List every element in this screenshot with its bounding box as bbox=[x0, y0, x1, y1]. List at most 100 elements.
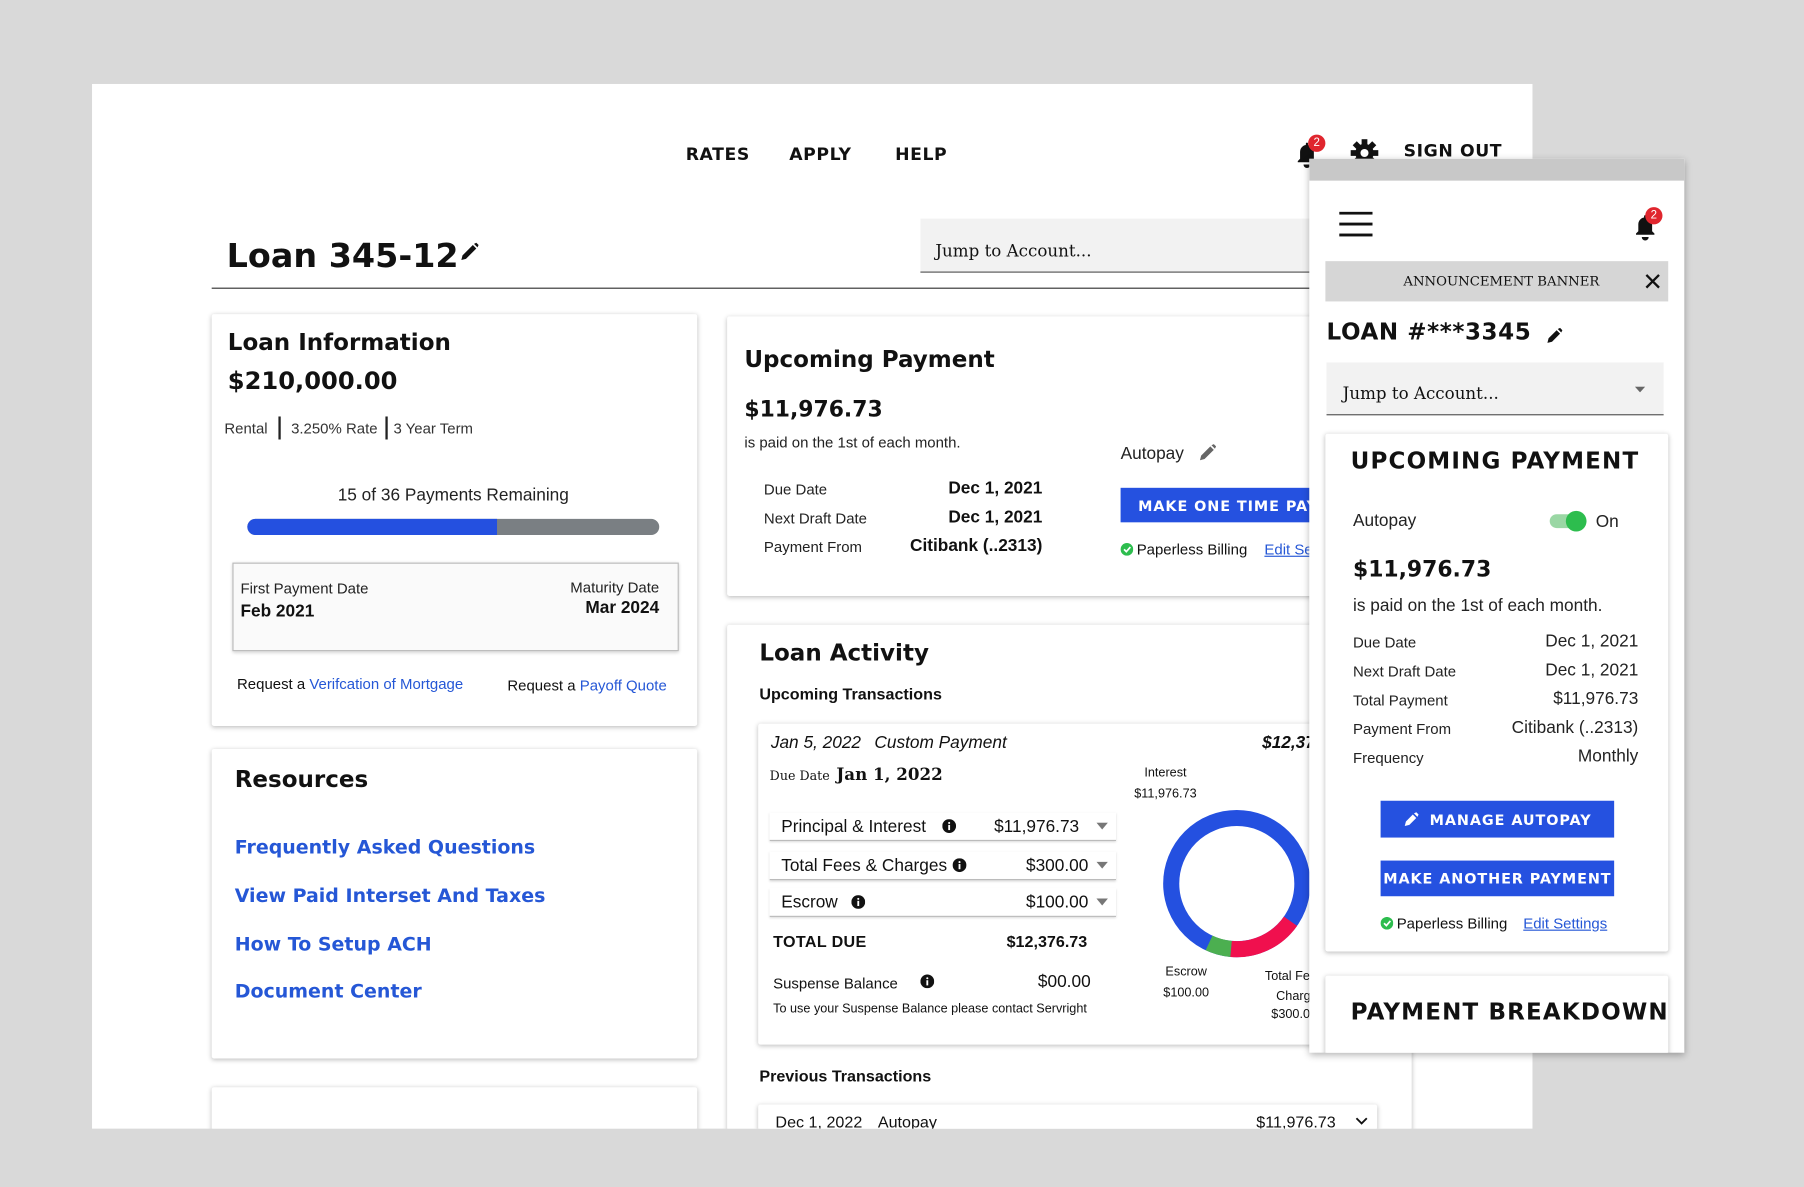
menu-icon[interactable] bbox=[1339, 211, 1373, 237]
upcoming-payment-amount: $11,976.73 bbox=[744, 396, 883, 423]
circle bbox=[857, 897, 860, 900]
circle bbox=[1120, 543, 1134, 556]
check-icon bbox=[1380, 916, 1394, 930]
circle bbox=[948, 821, 951, 824]
upcoming-payment-paperless: Paperless Billing bbox=[1136, 540, 1248, 558]
mobile-another-button[interactable]: MAKE ANOTHER PAYMENT bbox=[1380, 860, 1615, 897]
transaction-due: Jan 1, 2022 bbox=[836, 765, 943, 785]
path bbox=[1547, 327, 1563, 343]
rect bbox=[926, 980, 929, 986]
loan-activity-upcoming-label: Upcoming Transactions bbox=[759, 684, 942, 703]
upcoming-payment-note: is paid on the 1st of each month. bbox=[744, 433, 961, 451]
loan-information-payments-remaining: 15 of 36 Payments Remaining bbox=[337, 485, 569, 506]
path bbox=[1645, 274, 1660, 289]
lines-value: $300.00 bbox=[1025, 855, 1089, 876]
loan-activity-previous-label: Previous Transactions bbox=[759, 1066, 932, 1085]
loan-header-title: Loan 345-12 bbox=[226, 235, 459, 275]
mobile-note: is paid on the 1st of each month. bbox=[1352, 595, 1603, 616]
mobile-content: 2 ANNOUNCEMENT BANNER LOAN #***3345 Jump… bbox=[1309, 158, 1685, 1053]
icon bbox=[1634, 386, 1646, 393]
lines-value: $11,976.73 bbox=[994, 816, 1080, 837]
transaction-date: Jan 5, 2022 bbox=[770, 732, 862, 753]
rows-label: Total Payment bbox=[1352, 691, 1448, 709]
card bbox=[211, 748, 698, 1059]
rows-value: Dec 1, 2021 bbox=[1545, 631, 1639, 652]
settings-icon[interactable] bbox=[1350, 138, 1380, 168]
transaction-total-label: TOTAL DUE bbox=[773, 931, 867, 951]
close-icon[interactable] bbox=[1645, 274, 1660, 289]
card bbox=[211, 1087, 698, 1129]
rows-label: Next Draft Date bbox=[1352, 662, 1457, 680]
rect bbox=[958, 864, 961, 870]
circle bbox=[1380, 916, 1394, 930]
rows-label: Payment From bbox=[763, 538, 863, 556]
card bbox=[1325, 975, 1669, 1053]
mobile-edit[interactable]: Edit Settings bbox=[1523, 914, 1608, 932]
rect bbox=[857, 900, 860, 907]
resources-links[interactable]: Document Center bbox=[234, 980, 422, 1003]
div bbox=[1309, 158, 1685, 181]
upcoming-payment-title: Upcoming Payment bbox=[744, 345, 995, 373]
div bbox=[1565, 510, 1587, 532]
mobile-jump-placeholder: Jump to Account... bbox=[1342, 385, 1499, 404]
rect bbox=[1339, 233, 1373, 237]
mobile-paperless: Paperless Billing bbox=[1396, 914, 1508, 932]
div: Request a Verifcation of Mortgage bbox=[237, 675, 463, 692]
check-icon bbox=[1120, 543, 1134, 556]
rows-value: Dec 1, 2021 bbox=[948, 478, 1043, 499]
circle bbox=[926, 977, 929, 980]
loan-information-first-payment: Feb 2021 bbox=[240, 601, 315, 622]
transaction-due-label: Due Date bbox=[769, 768, 830, 784]
path bbox=[1383, 920, 1392, 927]
path bbox=[1096, 822, 1108, 830]
use bbox=[1371, 150, 1379, 156]
nav-link[interactable]: RATES bbox=[685, 143, 750, 165]
edit-icon[interactable] bbox=[1199, 443, 1217, 461]
nav-link[interactable]: HELP bbox=[895, 143, 948, 165]
chart-escrow: Escrow bbox=[1165, 965, 1207, 980]
loan-information-tags: 3.250% Rate bbox=[291, 419, 378, 438]
nav-notifications: 2 bbox=[1308, 134, 1326, 152]
edit-icon[interactable] bbox=[1546, 327, 1563, 344]
loan-information-tags: 3 Year Term bbox=[393, 419, 474, 438]
div[interactable] bbox=[1326, 362, 1664, 416]
edit-icon[interactable] bbox=[459, 242, 480, 263]
loan-information-payoff-link[interactable]: Payoff Quote bbox=[579, 676, 667, 694]
div bbox=[385, 416, 388, 440]
mobile-autopay-state: On bbox=[1595, 511, 1619, 532]
icon bbox=[1096, 898, 1108, 906]
resources-links[interactable]: View Paid Interset And Taxes bbox=[234, 884, 546, 907]
loan-information-amount: $210,000.00 bbox=[227, 367, 398, 395]
mobile-loan: LOAN #***3345 bbox=[1326, 317, 1532, 346]
previous-amount: $11,976.73 bbox=[1256, 1112, 1336, 1129]
loan-information-verification-link[interactable]: Verifcation of Mortgage bbox=[309, 675, 464, 693]
mobile-upcoming-title: UPCOMING PAYMENT bbox=[1350, 446, 1640, 475]
g bbox=[1350, 139, 1379, 167]
loan-information-request-prefix: Request a bbox=[237, 675, 306, 693]
path bbox=[1096, 898, 1108, 906]
rows-value: Citibank (..2313) bbox=[1511, 717, 1639, 738]
loan-information-request-prefix: Request a bbox=[507, 676, 576, 694]
loan-information-maturity-label: Maturity Date bbox=[570, 578, 660, 596]
resources-links[interactable]: How To Setup ACH bbox=[234, 933, 432, 955]
resources-links[interactable]: Frequently Asked Questions bbox=[234, 836, 536, 859]
div[interactable] bbox=[920, 218, 1312, 273]
card[interactable] bbox=[758, 1104, 1378, 1129]
sign-out[interactable]: SIGN OUT bbox=[1403, 140, 1503, 162]
transaction-suspense: $00.00 bbox=[1037, 972, 1091, 992]
progress-fill bbox=[247, 518, 498, 535]
lines-value: $100.00 bbox=[1025, 892, 1089, 913]
icon bbox=[920, 974, 935, 989]
rows-value: Citibank (..2313) bbox=[909, 536, 1043, 556]
path bbox=[1205, 935, 1233, 957]
rows-label: Frequency bbox=[1352, 748, 1424, 767]
div bbox=[769, 812, 1116, 842]
loan-activity-title: Loan Activity bbox=[759, 638, 929, 667]
nav-link[interactable]: APPLY bbox=[789, 143, 852, 165]
use bbox=[1350, 150, 1358, 156]
transaction-type: Custom Payment bbox=[874, 732, 1007, 753]
g bbox=[1361, 139, 1368, 147]
div[interactable]: MANAGE AUTOPAY bbox=[1380, 800, 1615, 838]
icon bbox=[1355, 1117, 1368, 1125]
